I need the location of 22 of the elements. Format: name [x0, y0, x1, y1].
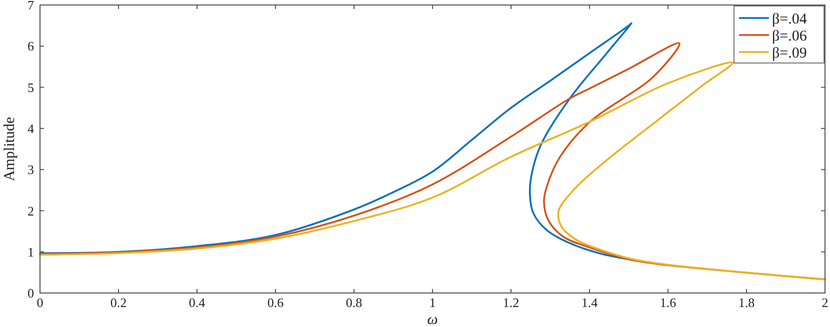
x-tick-label: 0.2 [110, 295, 127, 310]
y-tick-label: 5 [28, 80, 34, 95]
x-tick-label: 2 [822, 295, 828, 310]
y-tick-label: 1 [28, 244, 34, 260]
x-tick-label: 1.6 [660, 295, 677, 310]
legend-label: β=.04 [772, 11, 808, 28]
x-tick-label: 0.6 [267, 295, 284, 310]
x-tick-label: 1.2 [502, 295, 520, 310]
x-axis-title: ω [427, 312, 438, 327]
legend-label: β=.09 [772, 45, 807, 62]
y-tick-label: 7 [28, 0, 34, 13]
x-tick-label: 1.8 [738, 295, 755, 310]
y-tick-label: 3 [28, 162, 34, 178]
x-tick-label: 1 [429, 295, 436, 310]
legend-label: β=.06 [772, 28, 808, 44]
y-tick-label: 6 [28, 38, 34, 54]
x-tick-label: 1.4 [581, 295, 598, 310]
y-tick-label: 4 [28, 120, 34, 136]
x-tick-label: 0.8 [346, 295, 362, 310]
y-tick-label: 2 [28, 203, 34, 218]
y-axis-title: Amplitude [2, 116, 18, 182]
x-tick-label: 0.4 [188, 295, 206, 310]
